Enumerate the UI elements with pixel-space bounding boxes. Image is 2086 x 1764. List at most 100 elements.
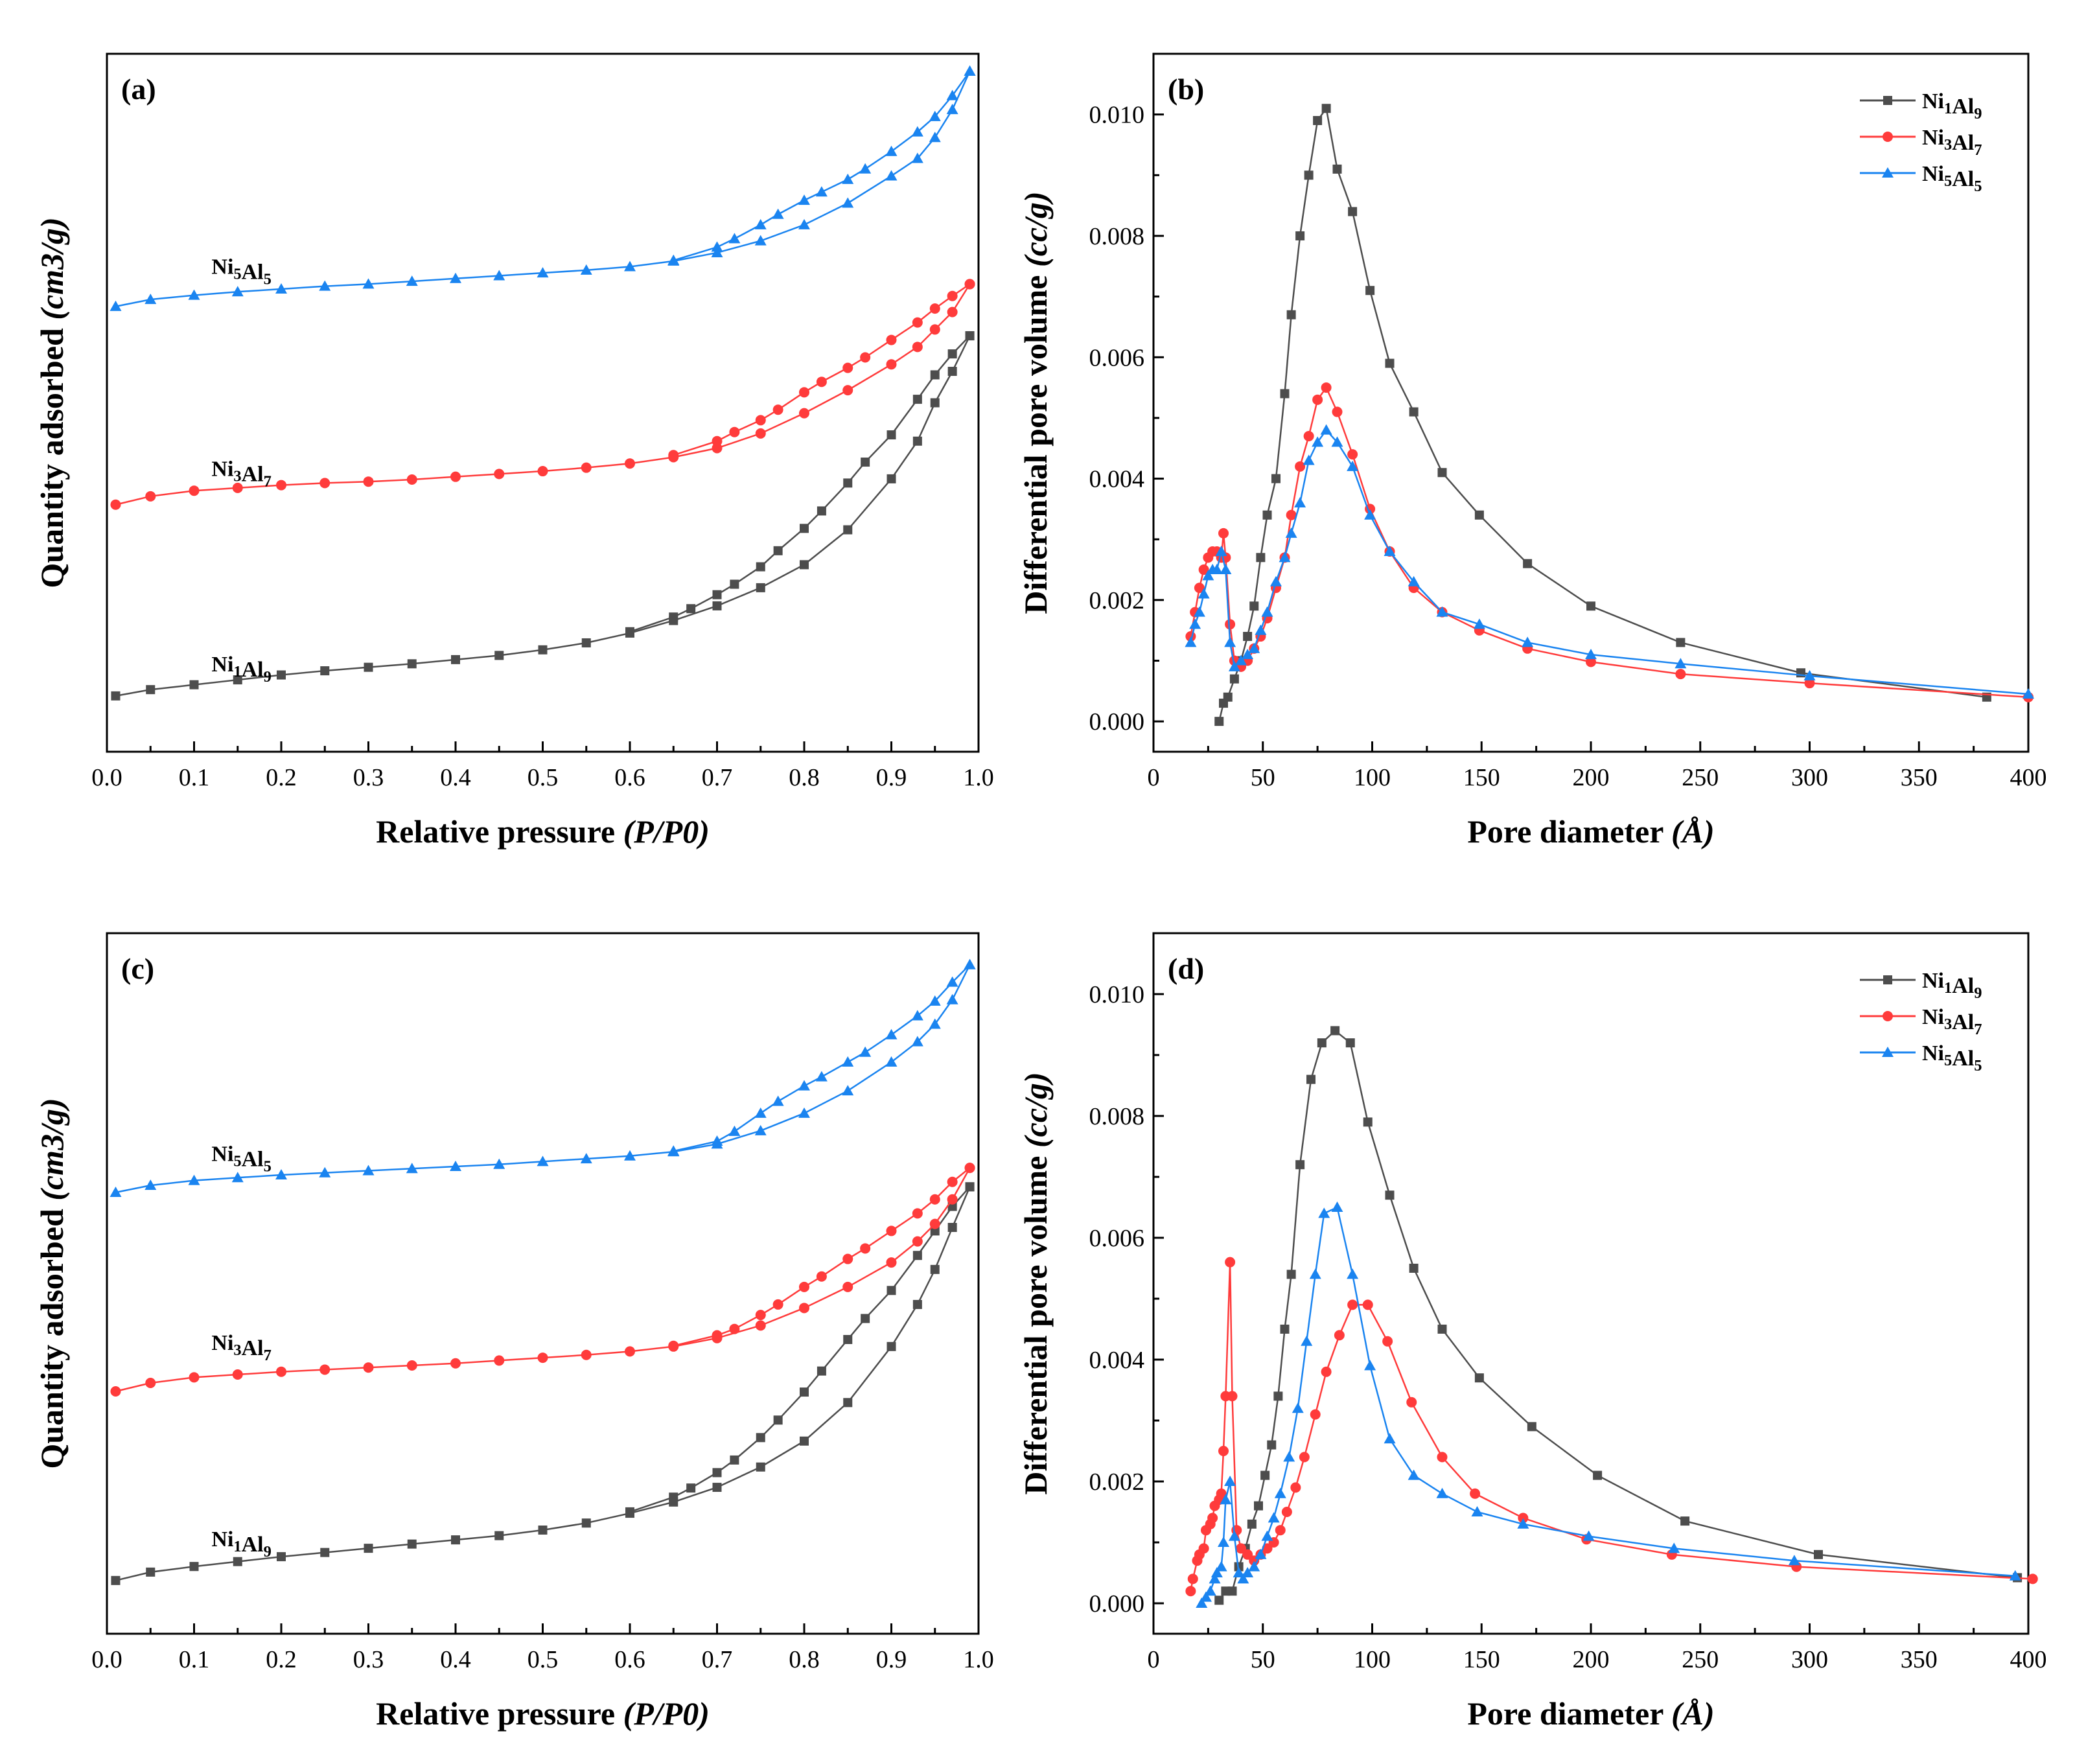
x-tick-label: 0.6: [614, 764, 645, 791]
data-point: [860, 1243, 871, 1254]
label-text: Differential pore volume: [1017, 267, 1054, 614]
x-tick-label: 400: [2010, 764, 2047, 791]
label-unit: (cc/g): [1017, 191, 1054, 267]
data-point: [1409, 407, 1419, 417]
formula-subscript: 9: [264, 668, 272, 686]
formula-element: Ni: [1922, 162, 1944, 186]
series-Ni3Al7: Ni3Al7: [1185, 126, 2034, 702]
data-point: [1204, 1585, 1216, 1596]
data-point: [1320, 424, 1332, 435]
data-point: [537, 267, 549, 278]
label-unit: (Å): [1671, 1695, 1715, 1732]
x-tick-label: 0: [1148, 1646, 1160, 1673]
data-point: [406, 474, 417, 485]
data-point: [929, 110, 941, 121]
series-label: Ni3Al7: [211, 458, 271, 491]
data-point: [1518, 1513, 1529, 1524]
y-axis-label: Quantity adsorbed (cm3/g): [34, 1098, 70, 1468]
desorption-line: [673, 1167, 971, 1347]
data-point: [815, 186, 828, 197]
data-point: [1295, 1160, 1305, 1170]
x-tick-label: 0.7: [702, 764, 733, 791]
legend-marker: [1882, 1047, 1894, 1057]
series-Ni3Al7: Ni3Al7: [1185, 1005, 2038, 1597]
data-point: [964, 958, 976, 969]
data-point: [1279, 551, 1291, 563]
data-point: [843, 1334, 853, 1344]
desorption-line: [629, 1186, 971, 1513]
data-point: [1299, 1452, 1310, 1463]
data-point: [493, 270, 505, 281]
data-point: [407, 1539, 417, 1549]
data-point: [755, 1310, 766, 1321]
label-text: Relative pressure: [376, 813, 623, 850]
data-point: [946, 976, 958, 987]
data-point: [2009, 1570, 2021, 1581]
data-point: [1437, 468, 1447, 478]
data-point: [730, 579, 739, 589]
data-point: [1274, 1487, 1286, 1498]
series-Ni5Al5: Ni5Al5: [1185, 162, 2034, 699]
x-axis-label: Pore diameter (Å): [1467, 813, 1714, 850]
data-point: [1220, 1494, 1232, 1505]
data-point: [843, 478, 853, 488]
data-point: [275, 283, 287, 294]
data-point: [1248, 642, 1260, 653]
plot-frame: [1152, 52, 2030, 753]
data-point: [1409, 1264, 1419, 1273]
y-tick-label: 0.010: [1089, 102, 1145, 129]
data-point: [815, 1071, 828, 1082]
data-point: [1313, 116, 1323, 126]
data-point: [581, 462, 592, 473]
data-point: [772, 208, 784, 219]
data-point: [930, 370, 940, 380]
data-point: [756, 583, 765, 592]
data-point: [145, 294, 157, 305]
series-Ni3Al7: Ni3Al7: [110, 1163, 975, 1397]
formula-element: Ni: [1922, 1041, 1944, 1065]
data-point: [1249, 601, 1259, 611]
data-point: [1675, 669, 1686, 680]
data-point: [1271, 474, 1281, 483]
data-point: [537, 466, 548, 477]
formula-subscript: 9: [1974, 105, 1982, 122]
data-point: [1318, 1207, 1330, 1218]
data-point: [1680, 1516, 1690, 1526]
legend-label: Ni5Al5: [1922, 1041, 1982, 1074]
data-point: [581, 638, 591, 647]
data-point: [1347, 1299, 1358, 1310]
data-point: [964, 279, 975, 290]
data-point: [1385, 358, 1395, 368]
x-tick-label: 150: [1463, 764, 1500, 791]
data-point: [1303, 431, 1314, 442]
formula-element: Al: [242, 260, 264, 284]
data-point: [277, 1552, 286, 1562]
legend-marker: [1883, 132, 1893, 142]
x-tick-label: 0.8: [789, 1646, 820, 1673]
data-point: [494, 1531, 504, 1540]
y-tick-label: 0.006: [1089, 1225, 1145, 1252]
data-point: [1304, 170, 1314, 180]
formula-subscript: 5: [1974, 178, 1982, 195]
data-point: [886, 359, 897, 370]
data-point: [110, 1186, 122, 1197]
formula-subscript: 5: [1944, 172, 1952, 190]
data-point: [625, 1346, 635, 1357]
data-point: [1189, 618, 1201, 629]
data-point: [1585, 649, 1597, 660]
label-unit: (cc/g): [1017, 1072, 1054, 1148]
formula-subscript: 1: [1944, 100, 1952, 117]
data-point: [1242, 649, 1254, 660]
x-tick-label: 200: [1573, 1646, 1610, 1673]
x-tick-label: 50: [1251, 764, 1275, 791]
data-point: [1211, 564, 1223, 575]
data-point: [947, 307, 958, 318]
data-point: [1256, 553, 1266, 563]
data-point: [668, 1340, 679, 1351]
data-point: [1408, 575, 1420, 586]
data-point: [1321, 104, 1331, 113]
formula-subscript: 3: [1944, 1015, 1952, 1033]
data-point: [1675, 658, 1687, 669]
data-point: [145, 1179, 157, 1190]
